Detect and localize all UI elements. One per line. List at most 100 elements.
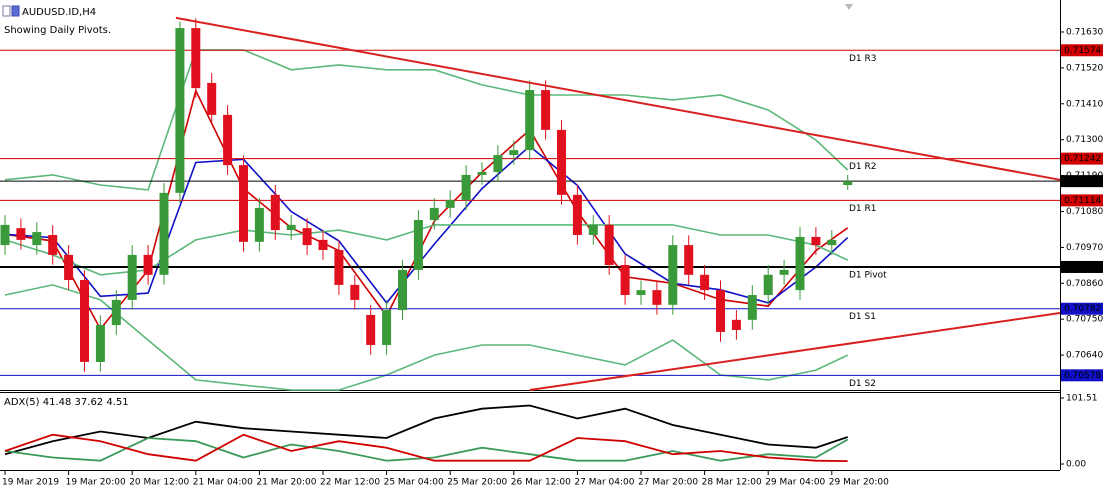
candle-body [175,28,185,193]
trendline [529,312,1061,391]
candle-body [684,245,694,275]
adx-title: ADX(5) 41.48 37.62 4.51 [4,397,129,408]
candle-body [270,194,280,231]
candle-body [159,192,169,275]
candle-body [827,239,837,246]
candle-body [350,284,360,300]
price-box [1061,194,1103,207]
y-tick-label: 0.71520 [1066,63,1103,73]
candle-body [795,236,805,291]
candle-body [48,234,58,255]
pivot-label: D1 Pivot [849,270,887,280]
candle-body [779,269,789,275]
candle-body [843,181,853,186]
x-tick-label: 25 Mar 04:00 [384,478,444,488]
y-tick-label: 0.70750 [1066,315,1103,325]
pivot-label: D1 S2 [849,379,876,389]
chart-title: AUDUSD.ID,H4 [22,7,96,18]
x-tick-label: 21 Mar 04:00 [193,478,253,488]
candle-body [700,274,710,291]
price-box-label: 0.71173 [1064,177,1101,187]
candle-body [207,82,217,115]
candle-body [509,150,519,156]
candle-body [143,254,153,275]
price-box-label: 0.71574 [1064,46,1101,56]
adx-line [4,437,849,462]
candle-body [80,280,89,362]
price-box [1061,302,1103,315]
candle-body [127,254,137,300]
candle-body [477,171,487,175]
candle-body [223,114,233,166]
x-tick-label: 19 Mar 2019 [2,478,59,488]
candle-body [636,290,646,296]
y-tick-label: 0.70860 [1066,279,1103,289]
candle-body [0,224,10,246]
candle-body [541,90,551,130]
trendline [175,16,1061,181]
price-box-label: 0.70782 [1064,304,1101,314]
candle-body [572,194,582,235]
candle-body [429,207,439,220]
x-tick-label: 29 Mar 04:00 [765,478,825,488]
candle-body [111,299,121,326]
y-tick-label: 0.70640 [1066,351,1103,361]
candle-body [731,319,741,330]
candle-body [716,290,725,332]
candle-body [318,239,328,250]
price-box-label: 0.70910 [1064,262,1101,272]
x-tick-label: 20 Mar 12:00 [129,478,189,488]
pivot-label: D1 R2 [849,162,877,172]
candle-body [763,274,773,296]
pivot-label: D1 R1 [849,204,877,214]
price-box [1061,44,1103,57]
x-tick-label: 21 Mar 20:00 [256,478,316,488]
price-box-label: 0.71114 [1064,196,1101,206]
y-tick-label: 0.71410 [1066,99,1103,109]
candle-body [747,295,757,320]
candle-body [461,174,471,201]
symbol-icon [2,5,20,17]
candle-body [32,232,42,246]
candle-body [557,129,566,195]
x-tick-label: 19 Mar 20:00 [66,478,126,488]
price-box [1061,152,1103,165]
annotation: Showing Daily Pivots. [4,25,111,36]
candle-body [445,200,455,208]
pivot-label: D1 S1 [849,312,876,322]
candle-body [588,224,598,235]
price-box [1061,260,1103,273]
y-tick-label: 0.71080 [1066,207,1103,217]
x-tick-label: 25 Mar 20:00 [447,478,507,488]
x-tick-label: 22 Mar 12:00 [320,478,380,488]
candle-body [16,228,26,240]
y-tick-label: 0.70970 [1066,243,1103,253]
candle-body [254,207,264,242]
y-tick-label: 0.00 [1066,460,1086,470]
candle-body [620,265,630,296]
candle-body [302,228,312,246]
y-tick-label: 0.71630 [1066,27,1103,37]
x-tick-label: 27 Mar 04:00 [574,478,634,488]
candle-body [64,254,74,281]
candle-body [286,224,296,231]
candle-body [525,90,535,151]
pivot-label: D1 R3 [849,54,877,64]
candle-body [668,245,678,305]
candle-body [493,155,503,172]
candle-body [811,236,821,246]
x-tick-label: 26 Mar 12:00 [511,478,571,488]
candle-body [652,290,662,305]
indicator-line [4,49,849,191]
price-box-label: 0.71242 [1064,154,1101,164]
candle-body [398,269,407,311]
y-tick-label: 101.51 [1066,394,1098,404]
price-box [1061,369,1103,382]
price-box-label: 0.70578 [1064,371,1101,381]
candle-body [239,165,248,242]
adx-line [4,433,848,462]
candle-body [413,219,423,270]
candle-body [334,249,344,285]
candle-body [382,310,392,345]
candle-body [366,314,376,345]
